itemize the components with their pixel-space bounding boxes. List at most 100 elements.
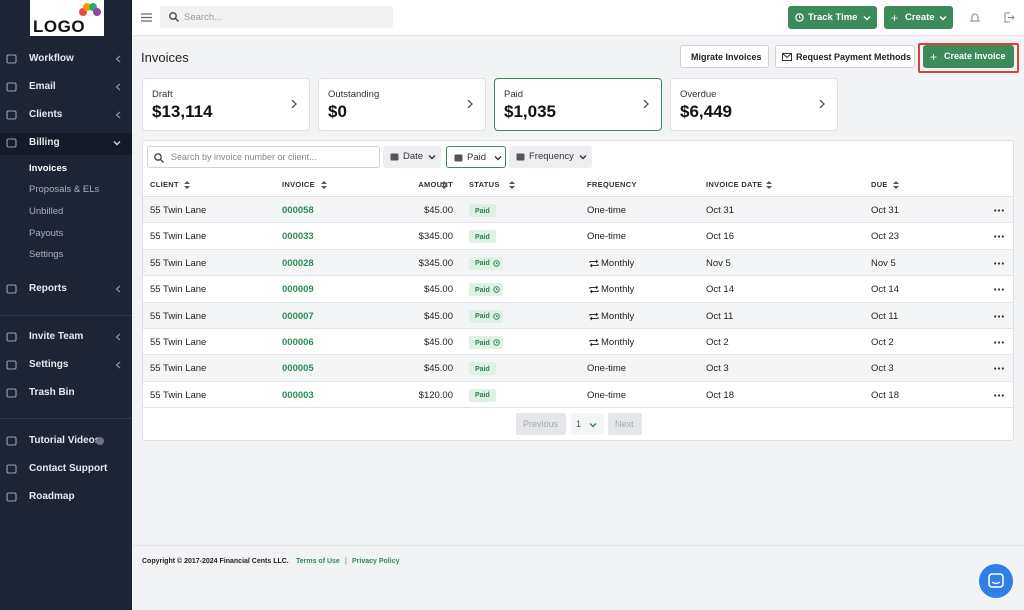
invoice-date: Oct 16	[706, 231, 734, 243]
table-row[interactable]: 55 Twin Lane 000009 $45.00 Paid Monthly Oct 1…	[143, 276, 1013, 303]
submenu-item[interactable]: Payouts	[29, 228, 64, 239]
card-value: $6,449	[680, 102, 732, 121]
create-button[interactable]: + Create	[884, 6, 953, 29]
frequency: Monthly	[601, 284, 635, 296]
invoice-date: Nov 5	[706, 257, 731, 269]
menu-item[interactable]: Invite Team	[29, 331, 84, 342]
client: 55 Twin Lane	[150, 205, 207, 216]
billing-highlight	[0, 133, 132, 155]
button-label: Migrate Invoices	[691, 52, 762, 62]
button-label: Track Time	[808, 12, 858, 23]
separator: |	[345, 558, 347, 565]
track-time-button[interactable]: Track Time	[788, 6, 877, 29]
frequency: Monthly	[601, 310, 635, 322]
client: 55 Twin Lane	[150, 363, 207, 375]
logo: LOGO	[30, 0, 104, 36]
menu-item[interactable]: Settings	[29, 359, 69, 370]
invoice-number[interactable]: 000006	[282, 337, 314, 348]
column-header[interactable]: INVOICE	[282, 180, 315, 189]
column-header[interactable]: INVOICE DATE	[706, 180, 763, 189]
table-row[interactable]: 55 Twin Lane 000058 $45.00 Paid One-time Oct …	[143, 197, 1013, 224]
action-button[interactable]: Migrate Invoices	[680, 45, 769, 68]
invoice-number[interactable]: 000028	[282, 257, 314, 269]
status-badge: Paid	[469, 309, 503, 323]
invoice-number[interactable]: 000033	[282, 231, 314, 243]
filter-button[interactable]: Frequency	[509, 146, 592, 168]
submenu-item[interactable]: Invoices	[29, 163, 68, 174]
table-row[interactable]: 55 Twin Lane 000033 $345.00 Paid One-time Oct…	[143, 223, 1013, 250]
menu-item[interactable]: Roadmap	[29, 491, 75, 502]
submenu-item[interactable]: Proposals & ELs	[29, 184, 100, 195]
filter-search[interactable]: Search by invoice number or client...	[147, 146, 380, 168]
column-header[interactable]: AMOUNT	[418, 180, 453, 189]
table-row[interactable]: 55 Twin Lane 000005 $45.00 Paid One-time Oct …	[143, 355, 1013, 382]
pagination-button[interactable]: 1	[571, 413, 604, 435]
table-row[interactable]: 55 Twin Lane 000006 $45.00 Paid Monthly Oct 2…	[143, 329, 1013, 356]
table-row[interactable]: 55 Twin Lane 000003 $120.00 Paid One-time Oct…	[143, 381, 1013, 409]
summary-card[interactable]: Draft $13,114	[142, 78, 310, 131]
invoice-number[interactable]: 000009	[282, 284, 314, 296]
submenu-item[interactable]: Settings	[29, 249, 64, 260]
client: 55 Twin Lane	[150, 257, 207, 269]
table-row[interactable]: 55 Twin Lane 000007 $45.00 Paid Monthly Oct 1…	[143, 302, 1013, 329]
card-label: Overdue	[680, 89, 717, 100]
amount: $345.00	[418, 257, 453, 269]
due-date: Oct 11	[871, 310, 899, 322]
action-button[interactable]: + Create Invoice	[923, 45, 1014, 68]
frequency: One-time	[587, 231, 627, 243]
menu-item[interactable]: Clients	[29, 109, 63, 120]
due-date: Oct 14	[871, 284, 899, 296]
summary-card[interactable]: Paid $1,035	[494, 78, 662, 131]
menu-item[interactable]: Contact Support	[29, 463, 108, 474]
pagination-button[interactable]: Next	[608, 413, 642, 435]
invoice-number[interactable]: 000007	[282, 310, 314, 322]
due-date: Oct 31	[871, 205, 899, 216]
column-header[interactable]: CLIENT	[150, 180, 179, 189]
client: 55 Twin Lane	[150, 337, 207, 348]
filter-label: Paid	[467, 152, 487, 163]
menu-item[interactable]: Billing	[29, 137, 60, 148]
table-panel: Search by invoice number or client... Dat…	[142, 140, 1014, 441]
submenu-item[interactable]: Unbilled	[29, 206, 64, 217]
status-dot	[96, 437, 104, 445]
invoice-date: Oct 2	[706, 337, 729, 348]
due-date: Oct 23	[871, 231, 899, 243]
filter-label: Frequency	[529, 151, 574, 162]
amount: $45.00	[423, 284, 453, 296]
menu-item[interactable]: Workflow	[29, 53, 74, 64]
table-row[interactable]: 55 Twin Lane 000028 $345.00 Paid Monthly Nov …	[143, 249, 1013, 277]
invoice-date: Oct 3	[706, 363, 729, 375]
menu-item[interactable]: Reports	[29, 283, 67, 294]
filter-label: Date	[403, 151, 424, 162]
client: 55 Twin Lane	[150, 231, 207, 243]
pagination-label: Previous	[523, 419, 559, 429]
amount: $45.00	[423, 205, 453, 216]
topbar: Search... Track Time + Create	[132, 0, 1024, 36]
pagination-button[interactable]: Previous	[516, 413, 566, 435]
column-header[interactable]: DUE	[871, 180, 888, 189]
menu-item[interactable]: Email	[29, 81, 56, 92]
status: Paid	[475, 207, 490, 215]
action-button[interactable]: Request Payment Methods	[775, 45, 915, 68]
search-box[interactable]: Search...	[160, 6, 393, 28]
summary-card[interactable]: Outstanding $0	[318, 78, 486, 131]
invoice-number[interactable]: 000058	[282, 205, 314, 216]
button-label: Create	[905, 12, 935, 23]
summary-card[interactable]: Overdue $6,449	[670, 78, 838, 131]
invoice-number[interactable]: 000003	[282, 389, 314, 401]
pagination-label: Next	[615, 419, 634, 429]
status-badge: Paid	[469, 388, 496, 402]
terms-link[interactable]: Terms of Use	[296, 558, 340, 565]
privacy-link[interactable]: Privacy Policy	[352, 558, 400, 565]
filter-button[interactable]: Paid	[446, 146, 506, 168]
menu-item[interactable]: Trash Bin	[29, 387, 75, 398]
column-header[interactable]: FREQUENCY	[587, 180, 637, 189]
plus: +	[930, 50, 938, 64]
status-badge: Paid	[469, 204, 496, 217]
amount: $45.00	[423, 363, 453, 375]
filter-button[interactable]: Date	[383, 146, 441, 168]
column-header[interactable]: STATUS	[469, 180, 500, 189]
invoice-number[interactable]: 000005	[282, 363, 314, 375]
menu-item[interactable]: Tutorial Videos	[29, 435, 101, 446]
